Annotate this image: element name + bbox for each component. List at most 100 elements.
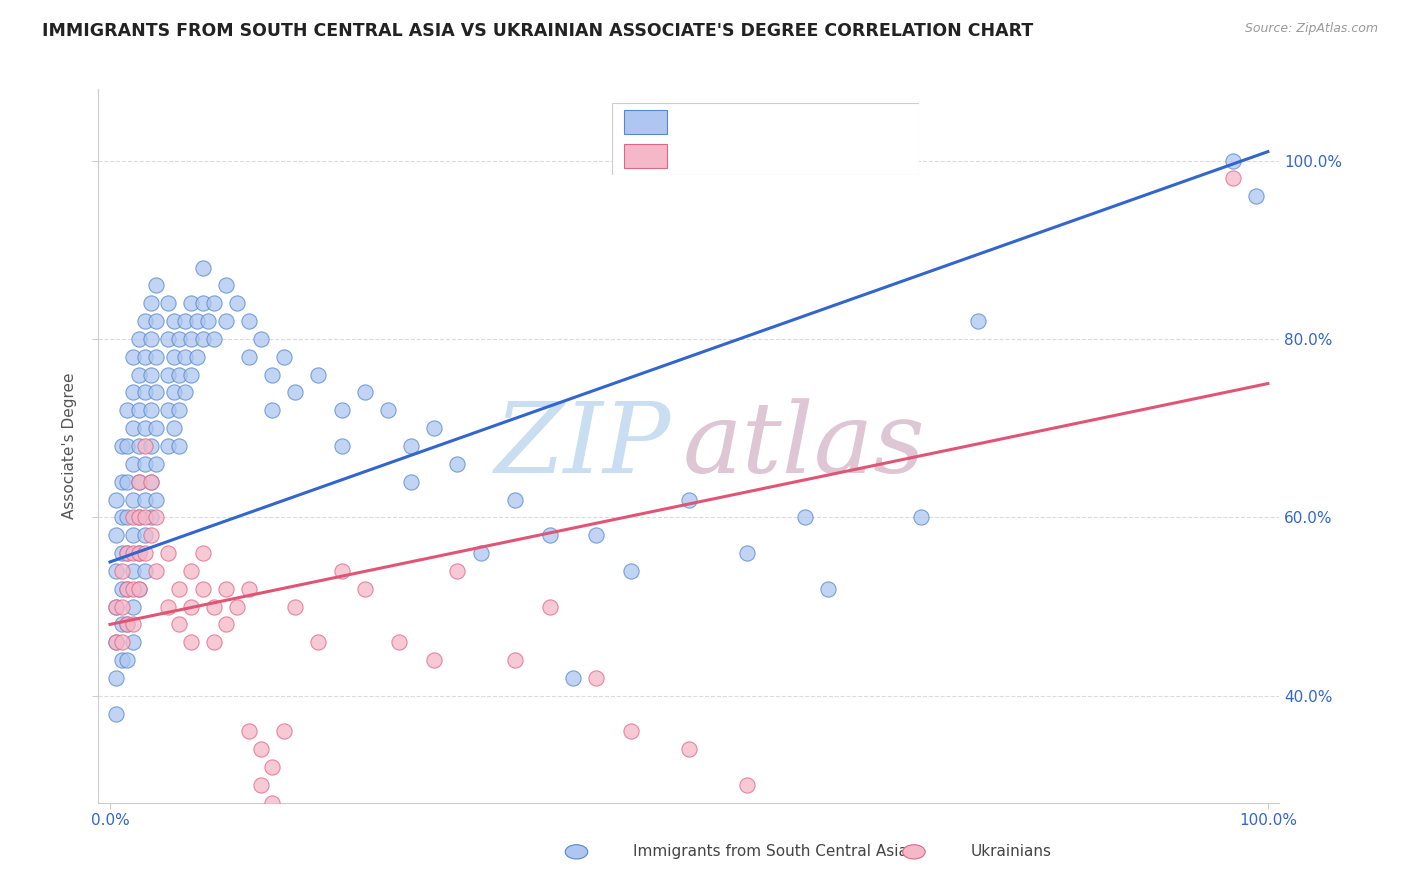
Point (134, 439, 156, 453)
Text: R = 0.227: R = 0.227 (679, 147, 770, 165)
Point (145, 457, 167, 471)
Point (145, 510, 167, 524)
Text: R = 0.569: R = 0.569 (679, 113, 770, 131)
Point (134, 546, 156, 560)
Point (134, 385, 156, 400)
Point (793, 510, 815, 524)
Point (122, 582, 145, 596)
Point (128, 439, 150, 453)
Point (330, 564, 353, 578)
Point (122, 617, 145, 632)
Point (104, 492, 127, 507)
Point (169, 403, 191, 417)
Point (446, 457, 468, 471)
Point (128, 475, 150, 489)
Point (104, 528, 127, 542)
Text: IMMIGRANTS FROM SOUTH CENTRAL ASIA VS UKRAINIAN ASSOCIATE'S DEGREE CORRELATION C: IMMIGRANTS FROM SOUTH CENTRAL ASIA VS UK… (42, 22, 1033, 40)
Point (180, 332, 202, 346)
Point (122, 385, 145, 400)
Text: N =  55: N = 55 (803, 147, 872, 165)
Point (678, 742, 700, 756)
Point (238, 582, 260, 596)
Point (169, 368, 191, 382)
Point (585, 528, 607, 542)
Point (307, 635, 329, 649)
Point (128, 332, 150, 346)
Point (180, 635, 202, 649)
Point (262, 760, 284, 774)
Point (117, 439, 139, 453)
Point (122, 510, 145, 524)
Point (145, 492, 167, 507)
Point (139, 528, 162, 542)
Point (197, 314, 219, 328)
Point (163, 385, 186, 400)
Point (399, 439, 422, 453)
Point (117, 617, 139, 632)
Point (104, 635, 127, 649)
Point (1246, 189, 1268, 203)
Point (191, 260, 214, 275)
Point (117, 582, 139, 596)
Point (169, 332, 191, 346)
Point (139, 475, 162, 489)
Point (538, 599, 561, 614)
Point (122, 546, 145, 560)
Point (284, 599, 307, 614)
Point (122, 492, 145, 507)
Point (104, 635, 127, 649)
Point (134, 457, 156, 471)
Point (503, 492, 526, 507)
Point (678, 492, 700, 507)
Point (307, 368, 329, 382)
Point (134, 492, 156, 507)
Point (238, 724, 260, 739)
Point (145, 385, 167, 400)
Point (128, 546, 150, 560)
Point (169, 582, 191, 596)
Point (134, 528, 156, 542)
Point (117, 582, 139, 596)
Point (174, 314, 197, 328)
Point (104, 706, 127, 721)
Point (191, 332, 214, 346)
Point (191, 546, 214, 560)
Point (139, 475, 162, 489)
Point (110, 617, 132, 632)
Point (139, 439, 162, 453)
Point (128, 582, 150, 596)
Point (423, 421, 446, 435)
Point (163, 314, 186, 328)
Point (134, 564, 156, 578)
Point (353, 582, 375, 596)
Point (817, 582, 839, 596)
Point (104, 599, 127, 614)
Point (503, 653, 526, 667)
Point (117, 546, 139, 560)
Point (110, 599, 132, 614)
Point (134, 421, 156, 435)
Point (110, 475, 132, 489)
Point (202, 296, 225, 310)
Point (145, 564, 167, 578)
Point (122, 599, 145, 614)
Point (117, 510, 139, 524)
Text: ZIP: ZIP (495, 399, 671, 493)
Point (145, 421, 167, 435)
Point (128, 368, 150, 382)
Point (238, 314, 260, 328)
Point (202, 635, 225, 649)
Point (446, 564, 468, 578)
Bar (624, 145, 668, 169)
Text: Immigrants from South Central Asia: Immigrants from South Central Asia (633, 845, 908, 859)
Point (562, 671, 585, 685)
Point (226, 599, 249, 614)
Point (128, 475, 150, 489)
Point (156, 403, 179, 417)
Point (122, 457, 145, 471)
Point (134, 314, 156, 328)
Text: Source: ZipAtlas.com: Source: ZipAtlas.com (1244, 22, 1378, 36)
Point (273, 350, 295, 364)
Point (139, 403, 162, 417)
Point (122, 528, 145, 542)
